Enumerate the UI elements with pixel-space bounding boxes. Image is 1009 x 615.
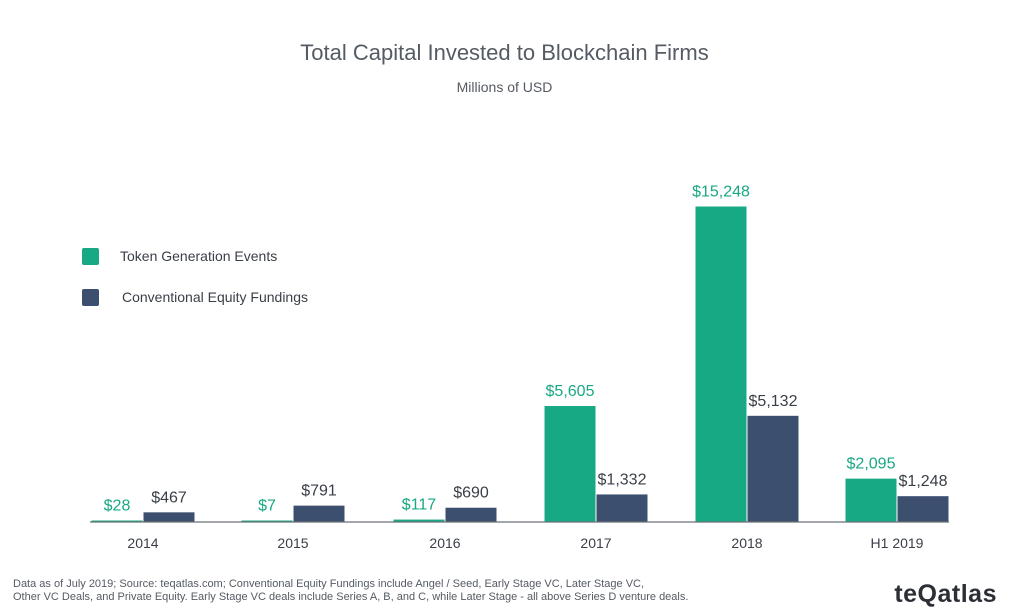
legend: Token Generation Events Conventional Equ… — [82, 246, 308, 328]
data-label-token-2018: $15,248 — [692, 184, 750, 201]
legend-item-token-generation-events: Token Generation Events — [82, 246, 308, 266]
bar-token-2016 — [393, 519, 445, 522]
data-label-token-2014: $28 — [104, 498, 131, 515]
data-label-token-2017: $5,605 — [546, 383, 595, 400]
legend-label-equity: Conventional Equity Fundings — [122, 289, 309, 305]
data-label-equity-2014: $467 — [151, 489, 187, 506]
data-label-equity-2018: $5,132 — [749, 393, 798, 410]
data-label-equity-2015: $791 — [301, 483, 337, 500]
x-tick-label-h1-2019: H1 2019 — [871, 535, 924, 551]
x-tick-label-2014: 2014 — [127, 535, 158, 551]
data-label-equity-2017: $1,332 — [598, 471, 647, 488]
data-label-equity-2016: $690 — [453, 485, 489, 502]
footnote-line-1: Data as of July 2019; Source: teqatlas.c… — [13, 578, 645, 590]
bar-token-2018 — [695, 206, 747, 522]
legend-swatch-token — [82, 247, 99, 265]
chart-title: Total Capital Invested to Blockchain Fir… — [300, 40, 709, 65]
legend-label-token: Token Generation Events — [120, 248, 278, 264]
bar-token-2014 — [91, 520, 143, 522]
legend-swatch-equity — [82, 288, 99, 306]
bar-equity-h1-2019 — [897, 496, 949, 522]
chart-subtitle: Millions of USD — [456, 79, 553, 95]
brand-logo: teQatlas — [894, 580, 997, 608]
bar-equity-2018 — [747, 415, 799, 522]
data-label-token-h1-2019: $2,095 — [847, 456, 896, 473]
x-tick-label-2016: 2016 — [429, 535, 460, 551]
bar-equity-2014 — [143, 512, 195, 522]
x-tick-label-2015: 2015 — [277, 535, 308, 551]
footnote: Data as of July 2019; Source: teqatlas.c… — [13, 578, 688, 604]
x-tick-label-2018: 2018 — [731, 535, 762, 551]
data-label-equity-h1-2019: $1,248 — [899, 473, 948, 490]
bar-equity-2017 — [596, 494, 648, 522]
bar-equity-2015 — [293, 505, 345, 522]
bar-equity-2016 — [445, 507, 497, 522]
data-label-token-2015: $7 — [258, 498, 276, 515]
data-label-token-2016: $117 — [402, 497, 437, 514]
legend-item-conventional-equity-fundings: Conventional Equity Fundings — [82, 287, 308, 307]
bar-token-2017 — [544, 406, 596, 522]
x-tick-label-2017: 2017 — [580, 535, 611, 551]
bar-token-2015 — [241, 520, 293, 522]
footnote-line-2: Other VC Deals, and Private Equity. Earl… — [13, 591, 689, 603]
bar-token-h1-2019 — [845, 478, 897, 522]
